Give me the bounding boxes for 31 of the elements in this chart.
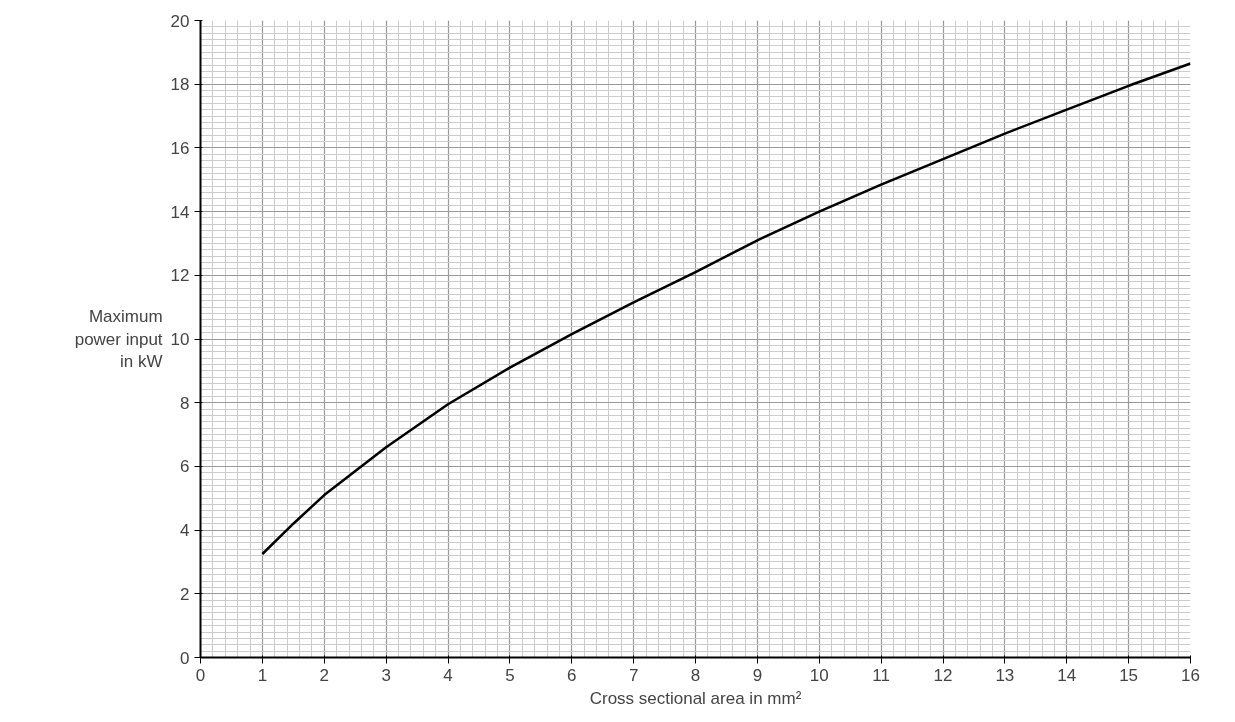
x-tick-label: 8 (690, 665, 701, 685)
y-tick-label: 8 (180, 393, 190, 413)
x-tick-label: 13 (995, 665, 1015, 685)
y-tick-label: 18 (170, 75, 190, 95)
x-tick-label: 0 (195, 665, 206, 685)
x-tick-label: 1 (257, 665, 268, 685)
x-tick-label: 3 (381, 665, 391, 685)
x-tick-label: 12 (933, 665, 953, 685)
x-tick-label: 11 (872, 665, 890, 685)
x-tick-label: 7 (628, 665, 639, 685)
y-tick-label: 20 (170, 11, 190, 31)
x-tick-label: 5 (505, 665, 515, 685)
x-tick-label: 16 (1181, 665, 1200, 685)
x-tick-label: 15 (1119, 665, 1139, 685)
y-tick-label: 14 (170, 202, 190, 222)
x-tick-label: 2 (319, 665, 329, 685)
y-tick-label: 6 (180, 457, 190, 477)
x-tick-label: 6 (567, 665, 577, 685)
x-tick-label: 4 (443, 665, 453, 685)
x-tick-label: 14 (1057, 665, 1077, 685)
y-tick-label: 4 (180, 521, 190, 541)
line-series (261, 62, 1191, 556)
y-tick-label: 12 (170, 266, 190, 286)
x-tick-label: 9 (752, 665, 763, 685)
x-axis-title: Cross sectional area in mm² (589, 688, 802, 708)
x-tick-label: 10 (809, 665, 829, 685)
y-tick-label: 0 (180, 648, 190, 668)
y-tick-label: 10 (170, 330, 190, 349)
y-tick-label: 2 (180, 584, 190, 604)
y-tick-label: 16 (170, 138, 190, 158)
y-axis-title: Maximum power input in kW (74, 306, 163, 372)
